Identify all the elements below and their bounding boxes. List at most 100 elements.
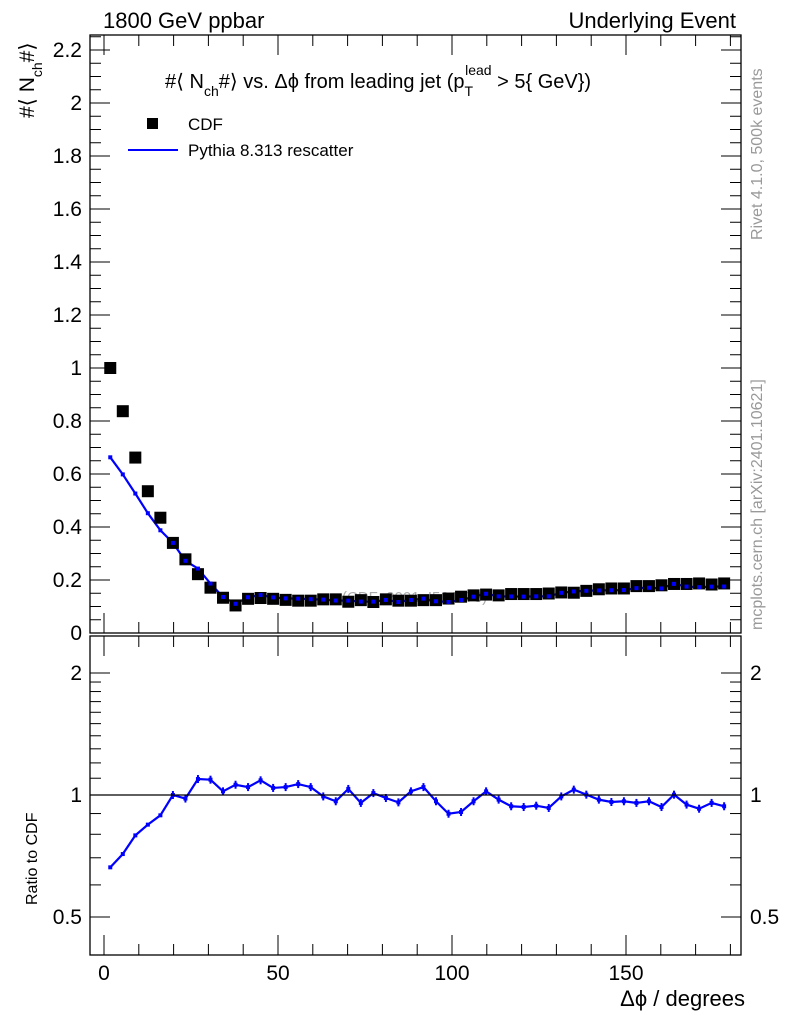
- pythia-point: [371, 599, 376, 604]
- cdf-point: [680, 577, 693, 590]
- cdf-point: [718, 577, 731, 590]
- legend-cdf-label: CDF: [188, 115, 223, 134]
- ratio-tick-label: 1: [70, 784, 82, 807]
- x-tick-label: 150: [608, 962, 643, 985]
- ratio-point: [346, 786, 351, 791]
- ratio-point: [571, 787, 576, 792]
- pythia-point: [521, 594, 526, 599]
- ratio-line: [109, 777, 725, 869]
- ratio-tick-label-right: 0.5: [750, 906, 779, 929]
- y-tick-label: 1.6: [53, 198, 82, 221]
- cdf-point: [116, 405, 129, 418]
- pythia-point: [584, 588, 589, 593]
- y-tick-label: 1.8: [53, 145, 82, 168]
- ratio-point: [709, 800, 714, 805]
- pythia-point: [108, 455, 113, 460]
- main-frame: [89, 34, 742, 634]
- pythia-point: [459, 598, 464, 603]
- ratio-point: [333, 799, 338, 804]
- ratio-point: [233, 782, 238, 787]
- cdf-point: [254, 592, 267, 605]
- cdf-point: [542, 587, 555, 600]
- pythia-point: [208, 581, 213, 586]
- y-tick-label: 0: [70, 622, 82, 645]
- cdf-point: [517, 588, 530, 601]
- pythia-point: [308, 597, 313, 602]
- pythia-point: [446, 600, 451, 605]
- y-tick-label: 2: [70, 92, 82, 115]
- pythia-point: [509, 594, 514, 599]
- x-tick-label: 100: [434, 962, 469, 985]
- ratio-y-label: Ratio to CDF: [24, 812, 41, 905]
- ratio-data-marks: [108, 775, 727, 870]
- ratio-point: [308, 785, 313, 790]
- ratio-point: [496, 797, 501, 802]
- pythia-point: [258, 592, 263, 597]
- x-tick-label: 50: [266, 962, 289, 985]
- ratio-point: [183, 796, 188, 801]
- ratio-point: [722, 804, 727, 809]
- pythia-point: [672, 581, 677, 586]
- y-tick-label: 0.8: [53, 410, 82, 433]
- ratio-point: [471, 799, 476, 804]
- pythia-point: [634, 586, 639, 591]
- y-tick-label: 1: [70, 357, 82, 380]
- cdf-point: [455, 590, 468, 603]
- pythia-point: [195, 566, 200, 571]
- ratio-point: [145, 822, 150, 827]
- y-tick-label: 0.2: [53, 569, 82, 592]
- pythia-point: [145, 511, 150, 516]
- cdf-point: [693, 577, 706, 590]
- ratio-point: [283, 785, 288, 790]
- ratio-point: [684, 802, 689, 807]
- pythia-point: [283, 596, 288, 601]
- ratio-tick-label-right: 2: [750, 662, 762, 685]
- x-axis-label: Δϕ / degrees: [620, 986, 745, 1011]
- ratio-point: [358, 800, 363, 805]
- cdf-point: [530, 588, 543, 601]
- ratio-point: [108, 865, 113, 870]
- pythia-point: [271, 595, 276, 600]
- ratio-point: [133, 833, 138, 838]
- mcplots-source-label: mcplots.cern.ch [arXiv:2401.10621]: [749, 379, 766, 630]
- ratio-point: [446, 811, 451, 816]
- cdf-point: [104, 362, 117, 374]
- ratio-point: [559, 794, 564, 799]
- cdf-point: [129, 451, 142, 464]
- legend: CDF Pythia 8.313 rescatter: [128, 115, 354, 160]
- ratio-point: [383, 796, 388, 801]
- pythia-point: [408, 597, 413, 602]
- y-tick-label: 0.6: [53, 463, 82, 486]
- rivet-events-label: Rivet 4.1.0, 500k events: [749, 68, 766, 240]
- ratio-point: [634, 800, 639, 805]
- cdf-point: [141, 485, 154, 498]
- pythia-point: [321, 597, 326, 602]
- pythia-point: [346, 598, 351, 603]
- pythia-point: [396, 599, 401, 604]
- ratio-tick-label-right: 1: [750, 784, 762, 807]
- pythia-point: [697, 585, 702, 590]
- pythia-point: [433, 599, 438, 604]
- ratio-point: [521, 805, 526, 810]
- pythia-point: [158, 528, 163, 533]
- ratio-point: [221, 789, 226, 794]
- ratio-point: [484, 789, 489, 794]
- pythia-point: [722, 584, 727, 589]
- pythia-point: [358, 599, 363, 604]
- ratio-point: [459, 809, 464, 814]
- ratio-point: [646, 799, 651, 804]
- legend-cdf-marker: [147, 118, 158, 129]
- cdf-point: [705, 578, 718, 591]
- ratio-point: [158, 813, 163, 818]
- ratio-point: [596, 797, 601, 802]
- pythia-point: [170, 540, 175, 545]
- pythia-point: [133, 491, 138, 496]
- pythia-point: [246, 595, 251, 600]
- ratio-point: [408, 789, 413, 794]
- pythia-point: [421, 596, 426, 601]
- ratio-point: [195, 777, 200, 782]
- pythia-point: [383, 597, 388, 602]
- pythia-point: [659, 586, 664, 591]
- pythia-point: [596, 588, 601, 593]
